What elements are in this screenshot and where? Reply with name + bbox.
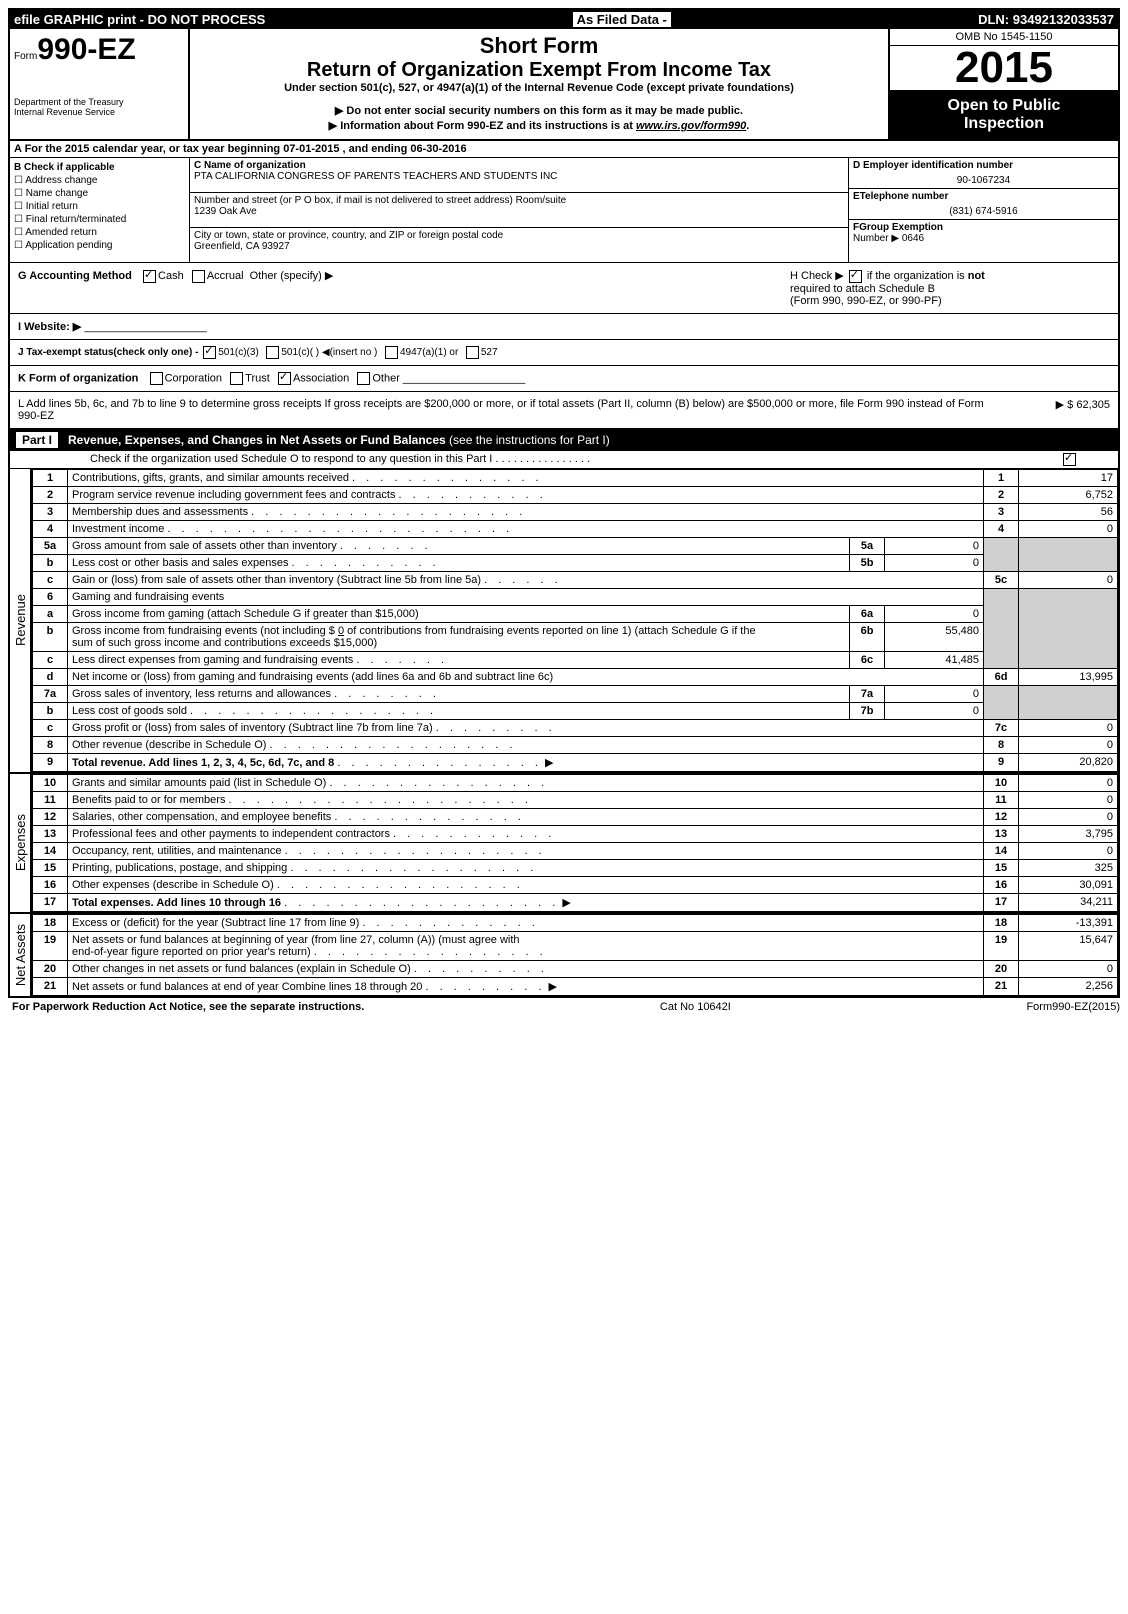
E-label: ETelephone number [853,191,1114,202]
check-trust[interactable] [230,372,243,385]
revenue-label: Revenue [10,469,32,772]
group-exemption: 0646 [902,233,924,244]
netassets-label: Net Assets [10,914,32,996]
check-assoc[interactable] [278,372,291,385]
ein: 90-1067234 [853,175,1114,186]
check-initial[interactable]: Initial return [14,201,185,212]
check-H[interactable] [849,270,862,283]
line-L: L Add lines 5b, 6c, and 7b to line 9 to … [10,392,1118,429]
check-schedO[interactable] [1063,453,1076,466]
gross-receipts: ▶ $ 62,305 [990,398,1110,422]
netassets-section: Net Assets 18Excess or (deficit) for the… [10,914,1118,996]
line-K: K Form of organization Corporation Trust… [10,366,1118,392]
check-amended[interactable]: Amended return [14,227,185,238]
part1-checkline: Check if the organization used Schedule … [10,451,1118,469]
top-bar: efile GRAPHIC print - DO NOT PROCESS As … [10,10,1118,29]
box-DEF: D Employer identification number 90-1067… [848,158,1118,262]
box-C: C Name of organization PTA CALIFORNIA CO… [190,158,848,262]
ssn-warning: ▶ Do not enter social security numbers o… [194,104,884,117]
C-name-label: C Name of organization [194,160,844,171]
irs-link[interactable]: www.irs.gov/form990 [636,120,746,132]
form-number: 990-EZ [37,33,135,66]
header-mid: Short Form Return of Organization Exempt… [190,29,888,139]
netassets-table: 18Excess or (deficit) for the year (Subt… [32,914,1118,996]
check-501c3[interactable] [203,346,216,359]
F-label: FGroup Exemption [853,222,943,233]
cat-no: Cat No 10642I [660,1001,731,1013]
org-city: Greenfield, CA 93927 [194,241,844,252]
check-corp[interactable] [150,372,163,385]
under-section: Under section 501(c), 527, or 4947(a)(1)… [194,82,884,94]
return-title: Return of Organization Exempt From Incom… [194,59,884,82]
boxes-BCDEF: B Check if applicable Address change Nam… [10,158,1118,263]
expenses-section: Expenses 10Grants and similar amounts pa… [10,774,1118,914]
as-filed: As Filed Data - [573,12,671,27]
line-GH: G Accounting Method Cash Accrual Other (… [10,263,1118,314]
box-B: B Check if applicable Address change Nam… [10,158,190,262]
check-4947[interactable] [385,346,398,359]
C-city-label: City or town, state or province, country… [194,230,844,241]
dln: DLN: 93492132033537 [978,12,1114,27]
revenue-table: 1Contributions, gifts, grants, and simil… [32,469,1118,772]
C-street-label: Number and street (or P O box, if mail i… [194,195,844,206]
form-990ez: efile GRAPHIC print - DO NOT PROCESS As … [8,8,1120,998]
short-form: Short Form [194,33,884,59]
D-label: D Employer identification number [853,160,1114,171]
dept-irs: Internal Revenue Service [14,107,184,117]
org-street: 1239 Oak Ave [194,206,844,217]
check-pending[interactable]: Application pending [14,240,185,251]
header: Form990-EZ Department of the Treasury In… [10,29,1118,141]
part1-header: Part I Revenue, Expenses, and Changes in… [10,429,1118,451]
dept-treasury: Department of the Treasury [14,97,184,107]
info-line: ▶ Information about Form 990-EZ and its … [194,119,884,132]
check-name[interactable]: Name change [14,188,185,199]
line-A: A For the 2015 calendar year, or tax yea… [10,141,1118,158]
check-other[interactable] [357,372,370,385]
form-prefix: Form [14,51,37,62]
check-cash[interactable] [143,270,156,283]
open-to-public: Open to Public Inspection [890,90,1118,139]
org-name: PTA CALIFORNIA CONGRESS OF PARENTS TEACH… [194,171,844,182]
header-left: Form990-EZ Department of the Treasury In… [10,29,190,139]
expenses-table: 10Grants and similar amounts paid (list … [32,774,1118,912]
check-accrual[interactable] [192,270,205,283]
telephone: (831) 674-5916 [853,206,1114,217]
revenue-section: Revenue 1Contributions, gifts, grants, a… [10,469,1118,774]
line-J: J Tax-exempt status(check only one) - 50… [10,340,1118,366]
header-right: OMB No 1545-1150 2015 Open to Public Ins… [888,29,1118,139]
check-527[interactable] [466,346,479,359]
efile-notice: efile GRAPHIC print - DO NOT PROCESS [14,12,265,27]
check-address[interactable]: Address change [14,175,185,186]
expenses-label: Expenses [10,774,32,912]
check-501c[interactable] [266,346,279,359]
check-final[interactable]: Final return/terminated [14,214,185,225]
tax-year: 2015 [890,46,1118,90]
paperwork-notice: For Paperwork Reduction Act Notice, see … [12,1001,364,1013]
line-I: I Website: ▶ ____________________ [10,314,1118,340]
footer: For Paperwork Reduction Act Notice, see … [8,998,1124,1016]
form-ref: Form990-EZ(2015) [1026,1001,1120,1013]
